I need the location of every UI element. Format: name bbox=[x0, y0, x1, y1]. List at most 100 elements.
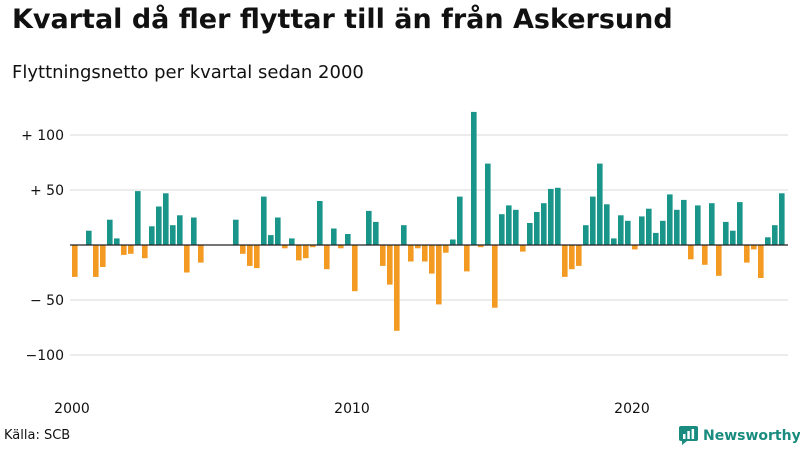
bar bbox=[730, 230, 736, 245]
bar bbox=[576, 245, 582, 266]
bar bbox=[408, 245, 414, 262]
bar bbox=[163, 193, 169, 245]
bar bbox=[338, 245, 344, 249]
bar bbox=[744, 245, 750, 263]
bar bbox=[562, 245, 568, 277]
bar bbox=[373, 221, 379, 245]
bar bbox=[107, 219, 113, 245]
bar bbox=[702, 245, 708, 265]
bar bbox=[695, 205, 701, 245]
bar bbox=[198, 245, 204, 263]
bar bbox=[422, 245, 428, 262]
bar bbox=[506, 205, 512, 245]
bar bbox=[387, 245, 393, 285]
y-tick-label: + 50 bbox=[30, 183, 64, 199]
chart-subtitle: Flyttningsnetto per kvartal sedan 2000 bbox=[12, 62, 364, 83]
bar bbox=[639, 216, 645, 245]
bar bbox=[520, 245, 526, 252]
bar bbox=[688, 245, 694, 260]
bar bbox=[541, 203, 547, 245]
bar bbox=[590, 196, 596, 245]
bar bbox=[366, 210, 372, 245]
bar bbox=[674, 209, 680, 245]
bar bbox=[93, 245, 99, 277]
bar bbox=[681, 199, 687, 245]
bar bbox=[331, 228, 337, 245]
bar bbox=[555, 187, 561, 245]
bar bbox=[772, 225, 778, 245]
bar bbox=[583, 225, 589, 245]
y-tick-label: + 100 bbox=[21, 128, 64, 144]
bar bbox=[485, 163, 491, 245]
newsworthy-logo-icon bbox=[679, 426, 698, 445]
bar bbox=[289, 238, 295, 245]
bar bbox=[618, 215, 624, 245]
x-tick-label: 2010 bbox=[334, 401, 370, 417]
bar bbox=[240, 245, 246, 254]
bar bbox=[310, 245, 316, 248]
bar bbox=[345, 234, 351, 245]
bar bbox=[303, 245, 309, 259]
bar bbox=[317, 201, 323, 245]
bar bbox=[72, 245, 78, 277]
bar bbox=[611, 238, 617, 245]
chart-title: Kvartal då fler flyttar till än från Ask… bbox=[12, 4, 673, 35]
bar bbox=[751, 245, 757, 250]
bar bbox=[457, 196, 463, 245]
bar bbox=[156, 206, 162, 245]
bar bbox=[765, 237, 771, 245]
bar bbox=[632, 245, 638, 250]
bar bbox=[282, 245, 288, 249]
bar bbox=[646, 208, 652, 245]
bar bbox=[709, 203, 715, 245]
bar bbox=[142, 245, 148, 259]
bar bbox=[100, 245, 106, 267]
bar bbox=[121, 245, 127, 255]
bar bbox=[128, 245, 134, 254]
bar bbox=[534, 212, 540, 245]
bar bbox=[324, 245, 330, 270]
bar bbox=[247, 245, 253, 266]
bar bbox=[394, 245, 400, 331]
x-tick-label: 2000 bbox=[54, 401, 90, 417]
bar bbox=[114, 238, 120, 245]
bar bbox=[191, 217, 197, 245]
bar bbox=[233, 219, 239, 245]
bar bbox=[513, 209, 519, 245]
bar bbox=[737, 202, 743, 245]
bar bbox=[450, 239, 456, 245]
bar bbox=[464, 245, 470, 272]
bar bbox=[569, 245, 575, 270]
bar bbox=[352, 245, 358, 292]
bar bbox=[723, 221, 729, 245]
y-tick-label: −100 bbox=[26, 348, 64, 364]
bar bbox=[86, 230, 92, 245]
bar bbox=[268, 235, 274, 245]
bar bbox=[275, 217, 281, 245]
bar bbox=[261, 196, 267, 245]
bar bbox=[660, 220, 666, 245]
bar bbox=[779, 193, 785, 245]
bar bbox=[415, 245, 421, 249]
bar bbox=[380, 245, 386, 266]
bar bbox=[177, 215, 183, 245]
brand-logo: Newsworthy bbox=[679, 426, 800, 445]
bar bbox=[653, 232, 659, 245]
bar bbox=[597, 163, 603, 245]
bar bbox=[443, 245, 449, 253]
bar bbox=[296, 245, 302, 261]
bar bbox=[604, 204, 610, 245]
bar bbox=[184, 245, 190, 273]
bar bbox=[758, 245, 764, 278]
bar bbox=[667, 194, 673, 245]
bar bbox=[527, 223, 533, 245]
bar bbox=[401, 225, 407, 245]
bar bbox=[436, 245, 442, 305]
bar bbox=[135, 191, 141, 245]
bar bbox=[499, 214, 505, 245]
bar bbox=[716, 245, 722, 276]
bar bbox=[149, 226, 155, 245]
source-label: Källa: SCB bbox=[4, 428, 71, 443]
bar bbox=[170, 225, 176, 245]
